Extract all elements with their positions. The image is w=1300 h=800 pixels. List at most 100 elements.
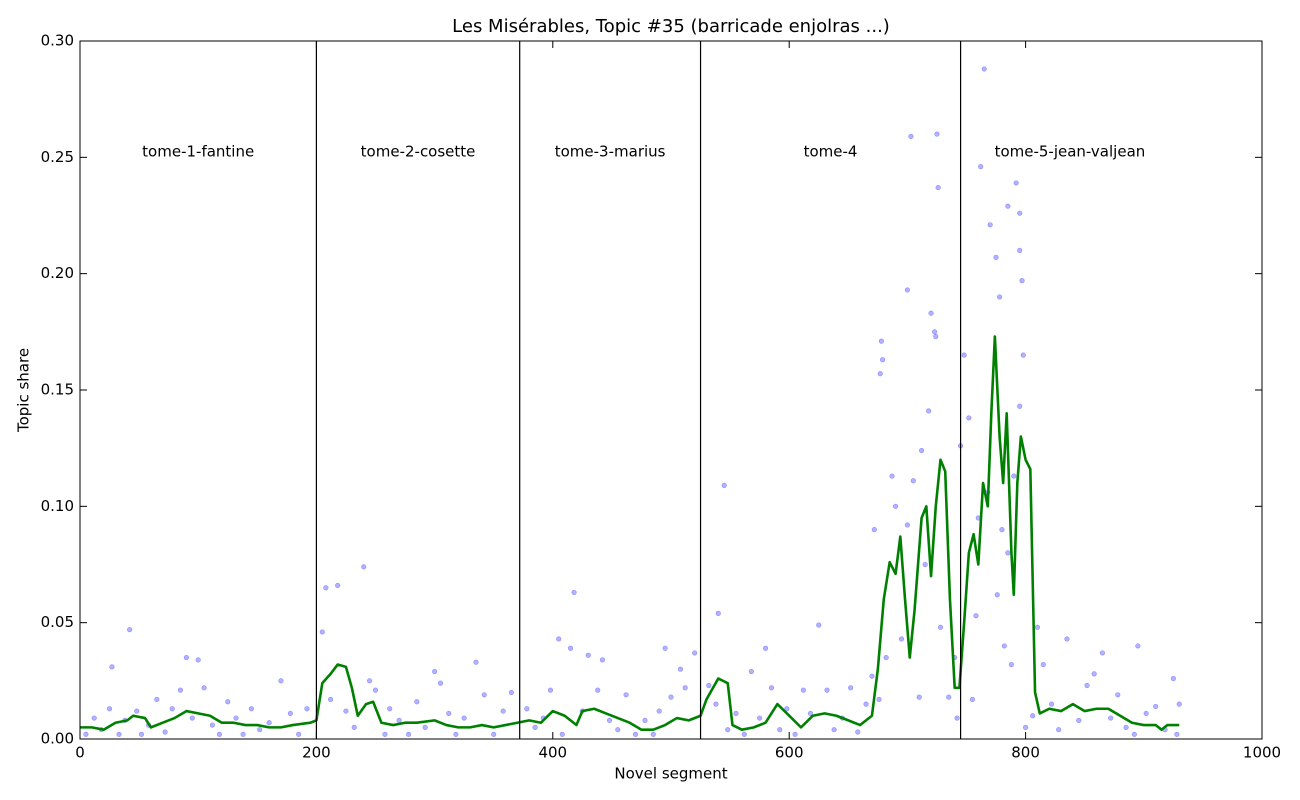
x-tick-label: 0 — [75, 744, 85, 762]
scatter-point — [154, 696, 160, 703]
scatter-point — [1005, 550, 1011, 556]
scatter-point — [954, 715, 960, 721]
scatter-point — [934, 131, 940, 137]
scatter-point — [382, 731, 388, 737]
y-tick-label: 0.15 — [41, 381, 74, 399]
scatter-point — [225, 699, 231, 705]
scatter-point — [195, 657, 201, 663]
scatter-point — [162, 729, 168, 735]
scatter-point — [422, 724, 428, 730]
scatter-point — [931, 329, 938, 335]
scatter-point — [1135, 643, 1141, 649]
scatter-point — [933, 333, 939, 340]
scatter-point — [889, 473, 895, 479]
scatter-point — [532, 724, 538, 730]
scatter-point — [481, 692, 487, 698]
section-label: tome-2-cosette — [361, 143, 476, 161]
scatter-point — [1131, 731, 1137, 737]
scatter-point — [824, 687, 830, 693]
scatter-point — [632, 731, 639, 737]
scatter-point — [556, 636, 562, 642]
scatter-point — [878, 338, 884, 344]
scatter-point — [682, 685, 688, 691]
scatter-point — [876, 696, 882, 703]
scatter-point — [792, 731, 798, 737]
scatter-point — [473, 659, 479, 665]
scatter-point — [993, 254, 999, 260]
scatter-point — [278, 678, 284, 684]
x-tick-label: 800 — [1011, 744, 1040, 762]
scatter-point — [169, 706, 175, 712]
scatter-point — [994, 592, 1000, 598]
scatter-point — [883, 654, 889, 661]
scatter-point — [1170, 675, 1176, 682]
scatter-point — [183, 654, 189, 661]
scatter-point — [1115, 692, 1121, 698]
scatter-point — [606, 717, 613, 723]
scatter-point — [1030, 713, 1036, 719]
scatter-point — [848, 685, 854, 691]
chart-title: Les Misérables, Topic #35 (barricade enj… — [452, 16, 890, 37]
section-label: tome-4 — [804, 143, 858, 161]
scatter-point — [304, 706, 310, 712]
scatter-point — [1153, 703, 1159, 710]
scatter-point — [323, 585, 329, 591]
scatter-point — [1011, 473, 1017, 479]
y-tick-label: 0.00 — [41, 730, 74, 748]
scatter-point — [1108, 715, 1114, 721]
scatter-point — [437, 680, 444, 686]
scatter-point — [966, 415, 972, 421]
scatter-point — [405, 731, 412, 737]
x-axis-label: Novel segment — [614, 765, 727, 783]
y-tick-label: 0.05 — [41, 613, 74, 631]
scatter-point — [926, 408, 932, 414]
scatter-point — [623, 692, 629, 698]
scatter-point — [715, 610, 721, 616]
scatter-point — [855, 729, 861, 735]
scatter-point — [908, 133, 914, 139]
scatter-point — [910, 478, 916, 484]
scatter-point — [946, 694, 952, 700]
scatter-point — [918, 447, 925, 454]
scatter-point — [869, 673, 875, 679]
scatter-point — [500, 708, 506, 714]
scatter-point — [1001, 643, 1007, 649]
scatter-point — [248, 706, 254, 712]
scatter-point — [721, 482, 727, 488]
scatter-point — [599, 657, 606, 663]
scatter-point — [453, 731, 459, 737]
scatter-point — [1017, 403, 1023, 409]
scatter-point — [266, 720, 272, 726]
scatter-point — [999, 526, 1005, 533]
scatter-point — [343, 708, 349, 714]
scatter-point — [768, 685, 775, 691]
scatter-point — [1123, 724, 1129, 730]
scatter-point — [432, 668, 438, 675]
scatter-point — [508, 689, 515, 696]
scatter-point — [777, 727, 783, 733]
section-label: tome-3-marius — [555, 143, 666, 161]
scatter-point — [987, 222, 993, 228]
scatter-point — [233, 715, 239, 721]
scatter-point — [668, 694, 674, 700]
scatter-point — [937, 624, 944, 630]
scatter-point — [240, 731, 246, 737]
scatter-point — [1056, 727, 1062, 733]
scatter-point — [1020, 352, 1026, 358]
scatter-point — [879, 357, 886, 363]
scatter-point — [1176, 701, 1182, 707]
scatter-point — [446, 710, 452, 717]
scatter-point — [461, 715, 467, 721]
scatter-point — [831, 727, 837, 733]
scatter-point — [127, 627, 133, 633]
scatter-point — [366, 678, 373, 684]
scatter-point — [706, 682, 712, 689]
scatter-point — [1084, 682, 1090, 689]
scatter-point — [961, 352, 967, 358]
scatter-point — [692, 650, 698, 656]
scatter-point — [898, 636, 905, 642]
scatter-point — [109, 664, 115, 670]
scatter-point — [969, 696, 976, 703]
scatter-point — [372, 687, 379, 693]
